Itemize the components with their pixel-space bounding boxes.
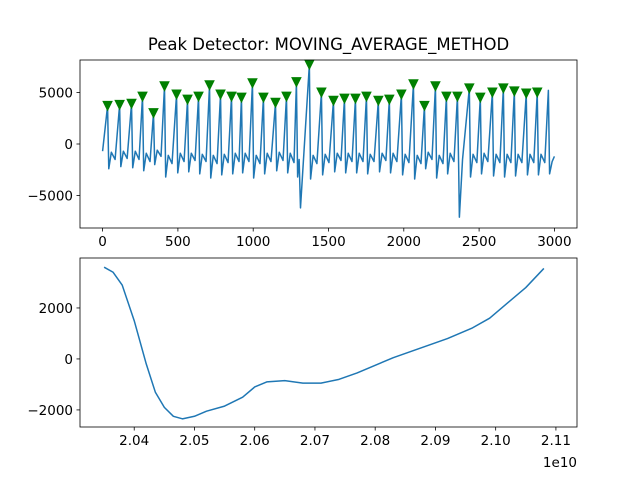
data-line (101, 63, 556, 218)
peak-marker (126, 98, 137, 110)
axes-frame (79, 257, 578, 428)
peak-marker (408, 79, 419, 90)
peak-marker (498, 83, 509, 94)
peak-marker (182, 94, 193, 106)
peak-marker (339, 93, 350, 105)
y-tick-label: −2000 (27, 403, 73, 419)
peak-marker (441, 91, 452, 103)
peak-marker (373, 95, 384, 107)
peak-marker (361, 91, 372, 103)
peak-marker (137, 91, 148, 103)
peak-marker (226, 91, 237, 103)
y-tick-label: 0 (64, 352, 73, 368)
peak-marker (193, 91, 204, 103)
x-tick-label: 2.09 (420, 433, 450, 449)
x-tick-label: 500 (165, 234, 191, 250)
peak-marker (350, 93, 361, 105)
peak-marker (247, 78, 258, 89)
peak-marker (419, 100, 430, 112)
x-tick-label: 2.04 (119, 433, 149, 449)
x-tick-label: 0 (98, 234, 107, 250)
peak-marker (509, 86, 520, 98)
x-tick-label: 2.11 (541, 433, 571, 449)
y-tick-label: 5000 (39, 85, 73, 101)
y-tick-label: −5000 (27, 189, 73, 205)
peak-marker (452, 91, 463, 103)
peak-marker (114, 99, 125, 111)
peak-marker (328, 95, 339, 107)
peak-marker (464, 83, 475, 94)
x-tick-label: 2.06 (240, 433, 270, 449)
x-tick-label: 2.07 (300, 433, 330, 449)
peak-marker (102, 100, 113, 112)
peak-marker (520, 88, 532, 100)
peak-marker (316, 87, 327, 99)
peak-marker (159, 81, 170, 92)
axes-frame (79, 59, 578, 229)
peak-marker (291, 77, 302, 88)
x-tick-label: 3000 (537, 234, 571, 250)
x-tick-label: 2.08 (360, 433, 390, 449)
peak-marker (281, 91, 292, 103)
peak-marker (258, 92, 269, 104)
x-tick-label: 1000 (236, 234, 270, 250)
chart-title: Peak Detector: MOVING_AVERAGE_METHOD (148, 35, 509, 55)
peak-marker (384, 94, 395, 106)
peak-marker (396, 89, 407, 101)
peak-marker (531, 87, 543, 99)
x-tick-label: 1500 (311, 234, 345, 250)
peak-marker (171, 89, 182, 101)
x-tick-label: 2000 (387, 234, 421, 250)
peak-marker (204, 80, 215, 91)
peak-marker (487, 87, 498, 99)
peak-marker (475, 92, 486, 104)
peak-marker (270, 97, 281, 109)
y-tick-label: 2000 (39, 301, 73, 317)
peak-marker (148, 108, 159, 119)
x-offset-label: 1e10 (543, 455, 577, 471)
x-tick-label: 2500 (462, 234, 496, 250)
x-tick-label: 2.05 (179, 433, 209, 449)
x-tick-label: 2.10 (481, 433, 511, 449)
data-line (103, 266, 545, 420)
peak-marker (236, 92, 247, 104)
peak-marker (215, 89, 226, 101)
y-tick-label: 0 (64, 137, 73, 153)
peak-marker (430, 81, 441, 92)
